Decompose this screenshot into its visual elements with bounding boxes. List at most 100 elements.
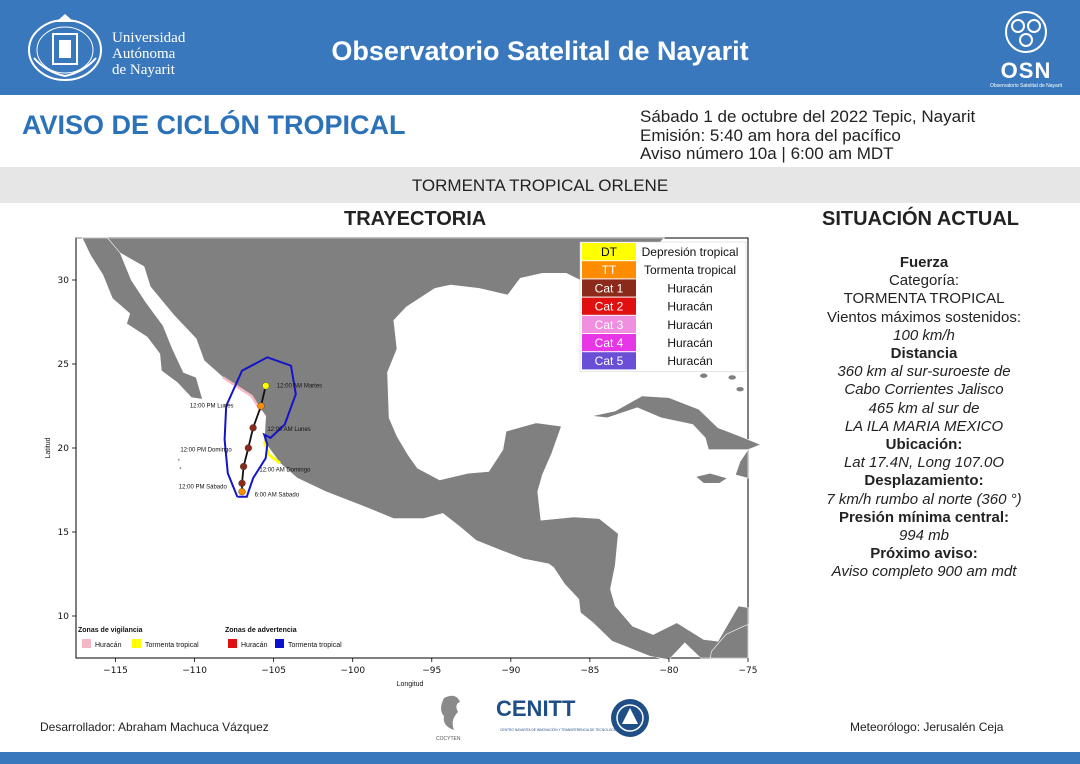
legend-code: TT [602, 263, 617, 277]
osn-logo-text: OSN [1000, 58, 1052, 83]
track-point [240, 462, 248, 471]
cocyten-label: COCYTEN [436, 736, 461, 742]
legend-code: Cat 4 [595, 336, 624, 350]
osn-logo-icon [1005, 11, 1047, 53]
x-tick-label: −80 [659, 666, 678, 676]
y-tick-label: 15 [58, 528, 69, 538]
zone-swatch [275, 639, 284, 648]
track-point [262, 382, 270, 390]
track-map: 12:00 AM Martes 12:00 PM Lunes 12:00 AM Lu… [0, 230, 780, 695]
status-line: Fuerza [899, 254, 949, 271]
legend-swatch [582, 334, 636, 352]
bahamas-island [699, 372, 709, 379]
watch-zone-title: Zonas de vigilancia [78, 627, 143, 634]
status-line: Desplazamiento: [864, 472, 984, 490]
y-tick-label: 20 [58, 444, 70, 454]
legend-swatch [582, 352, 636, 370]
storm-band [0, 167, 1080, 203]
zone-swatch [132, 639, 141, 648]
x-tick-label: −110 [182, 666, 207, 676]
zone-label: Huracán [95, 642, 122, 649]
track-time-label: 12:00 PM Domingo [180, 447, 232, 453]
status-line: 994 mb [898, 527, 950, 545]
observatory-title: Observatorio Satelital de Nayarit [331, 36, 749, 66]
status-panel: Fuerza Categoría: TORMENTA TROPICAL Vientos… [795, 254, 1053, 582]
legend-swatch [582, 261, 636, 279]
status-line: LA ILA MARIA MEXICO [844, 417, 1004, 435]
uncertainty-cone [223, 356, 297, 498]
meteorologist-credit: Meteorólogo: Jerusalén Ceja [850, 720, 1004, 734]
status-line: 100 km/h [893, 326, 955, 344]
round-seal-icon [611, 699, 649, 737]
y-tick-label: 25 [58, 360, 69, 370]
track-time-label: 12:00 PM Lunes [190, 404, 234, 410]
y-axis-label: Latitud [45, 437, 52, 458]
category-legend: DT Depresión tropical TT Tormenta tropical C… [579, 241, 747, 372]
developer-credit: Desarrollador: Abraham Machuca Vázquez [40, 720, 269, 734]
legend-code: Cat 1 [595, 281, 624, 295]
legend-swatch [582, 315, 636, 333]
x-axis-label: Longitud [397, 681, 424, 688]
header-bar: Universidad Autónoma de Nayarit Observat… [0, 0, 1080, 95]
legend-label: Huracán [667, 281, 712, 295]
legend-label: Huracán [667, 318, 712, 332]
legend-swatch [582, 279, 636, 297]
status-line: 7 km/h rumbo al norte (360 °) [826, 490, 1022, 508]
university-line-1: Universidad [112, 30, 186, 46]
status-line: 360 km al sur-suroeste de [837, 363, 1011, 381]
status-line: Presión mínima central: [838, 508, 1010, 526]
bulletin-info: Sábado 1 de octubre del 2022 Tepic, Naya… [640, 107, 976, 164]
x-tick-label: −95 [422, 666, 441, 676]
track-time-label: 12:00 AM Lunes [267, 427, 310, 433]
y-tick-label: 30 [58, 276, 70, 286]
track-point [238, 479, 246, 487]
zone-legend-box [77, 622, 357, 656]
bulletin-date: Sábado 1 de octubre del 2022 Tepic, Naya… [640, 107, 976, 126]
osn-logo-subtext: Observatorio Satelital de Nayarit [990, 83, 1062, 89]
x-tick-label: −100 [340, 666, 365, 676]
island-dot [177, 458, 181, 462]
track-point [249, 424, 257, 432]
track-time-label: 12:00 PM Sábado [179, 484, 228, 490]
university-seal-icon [28, 14, 102, 81]
status-line: Aviso completo 900 am mdt [831, 563, 1017, 581]
track-time-label: 12:00 AM Martes [277, 384, 322, 390]
legend-label: Huracán [667, 336, 712, 350]
cuba [591, 395, 762, 450]
bulletin-emission: Emisión: 5:40 am hora del pacífico [640, 125, 901, 145]
cenitt-sublabel: CENTRO NAYARITA DE INNOVACIÓN Y TRANSFER… [500, 727, 624, 732]
bottom-bar [0, 752, 1080, 764]
legend-code: Cat 5 [595, 354, 624, 368]
legend-code: DT [601, 245, 618, 259]
legend-label: Tormenta tropical [644, 263, 736, 277]
colombia [709, 623, 749, 659]
x-tick-label: −75 [739, 666, 758, 676]
status-line: Distancia [890, 345, 958, 363]
hispaniola [735, 448, 749, 479]
status-title: SITUACIÓN ACTUAL [822, 208, 1020, 230]
bulletin-number: Aviso número 10a | 6:00 am MDT [640, 144, 894, 163]
storm-name: TORMENTA TROPICAL ORLENE [411, 176, 669, 195]
y-tick-label: 10 [58, 612, 70, 622]
x-tick-label: −85 [580, 666, 599, 676]
track-time-label: 6:00 AM Sábado [255, 493, 300, 499]
bahamas-island [735, 386, 745, 392]
legend-label: Huracán [667, 300, 712, 314]
x-tick-label: −115 [103, 666, 128, 676]
legend-swatch [582, 243, 636, 261]
jamaica [695, 472, 729, 484]
cenitt-label: CENITT [496, 696, 576, 721]
zone-swatch [228, 639, 237, 648]
x-tick-label: −90 [501, 666, 520, 676]
zone-label: Tormenta tropical [145, 642, 199, 649]
status-line: Próximo aviso: [870, 545, 978, 563]
track-title: TRAYECTORIA [344, 208, 487, 230]
zone-swatch [82, 639, 91, 648]
island-dot [178, 466, 182, 470]
status-line: TORMENTA TROPICAL [843, 290, 1005, 308]
tropical-storm-watch-coast [262, 440, 281, 465]
track-point [238, 488, 246, 496]
land-masses [76, 237, 762, 661]
sponsor-logos: COCYTEN CENITT CENTRO NAYARITA DE INNOVA… [436, 695, 649, 742]
legend-swatch [582, 297, 636, 315]
